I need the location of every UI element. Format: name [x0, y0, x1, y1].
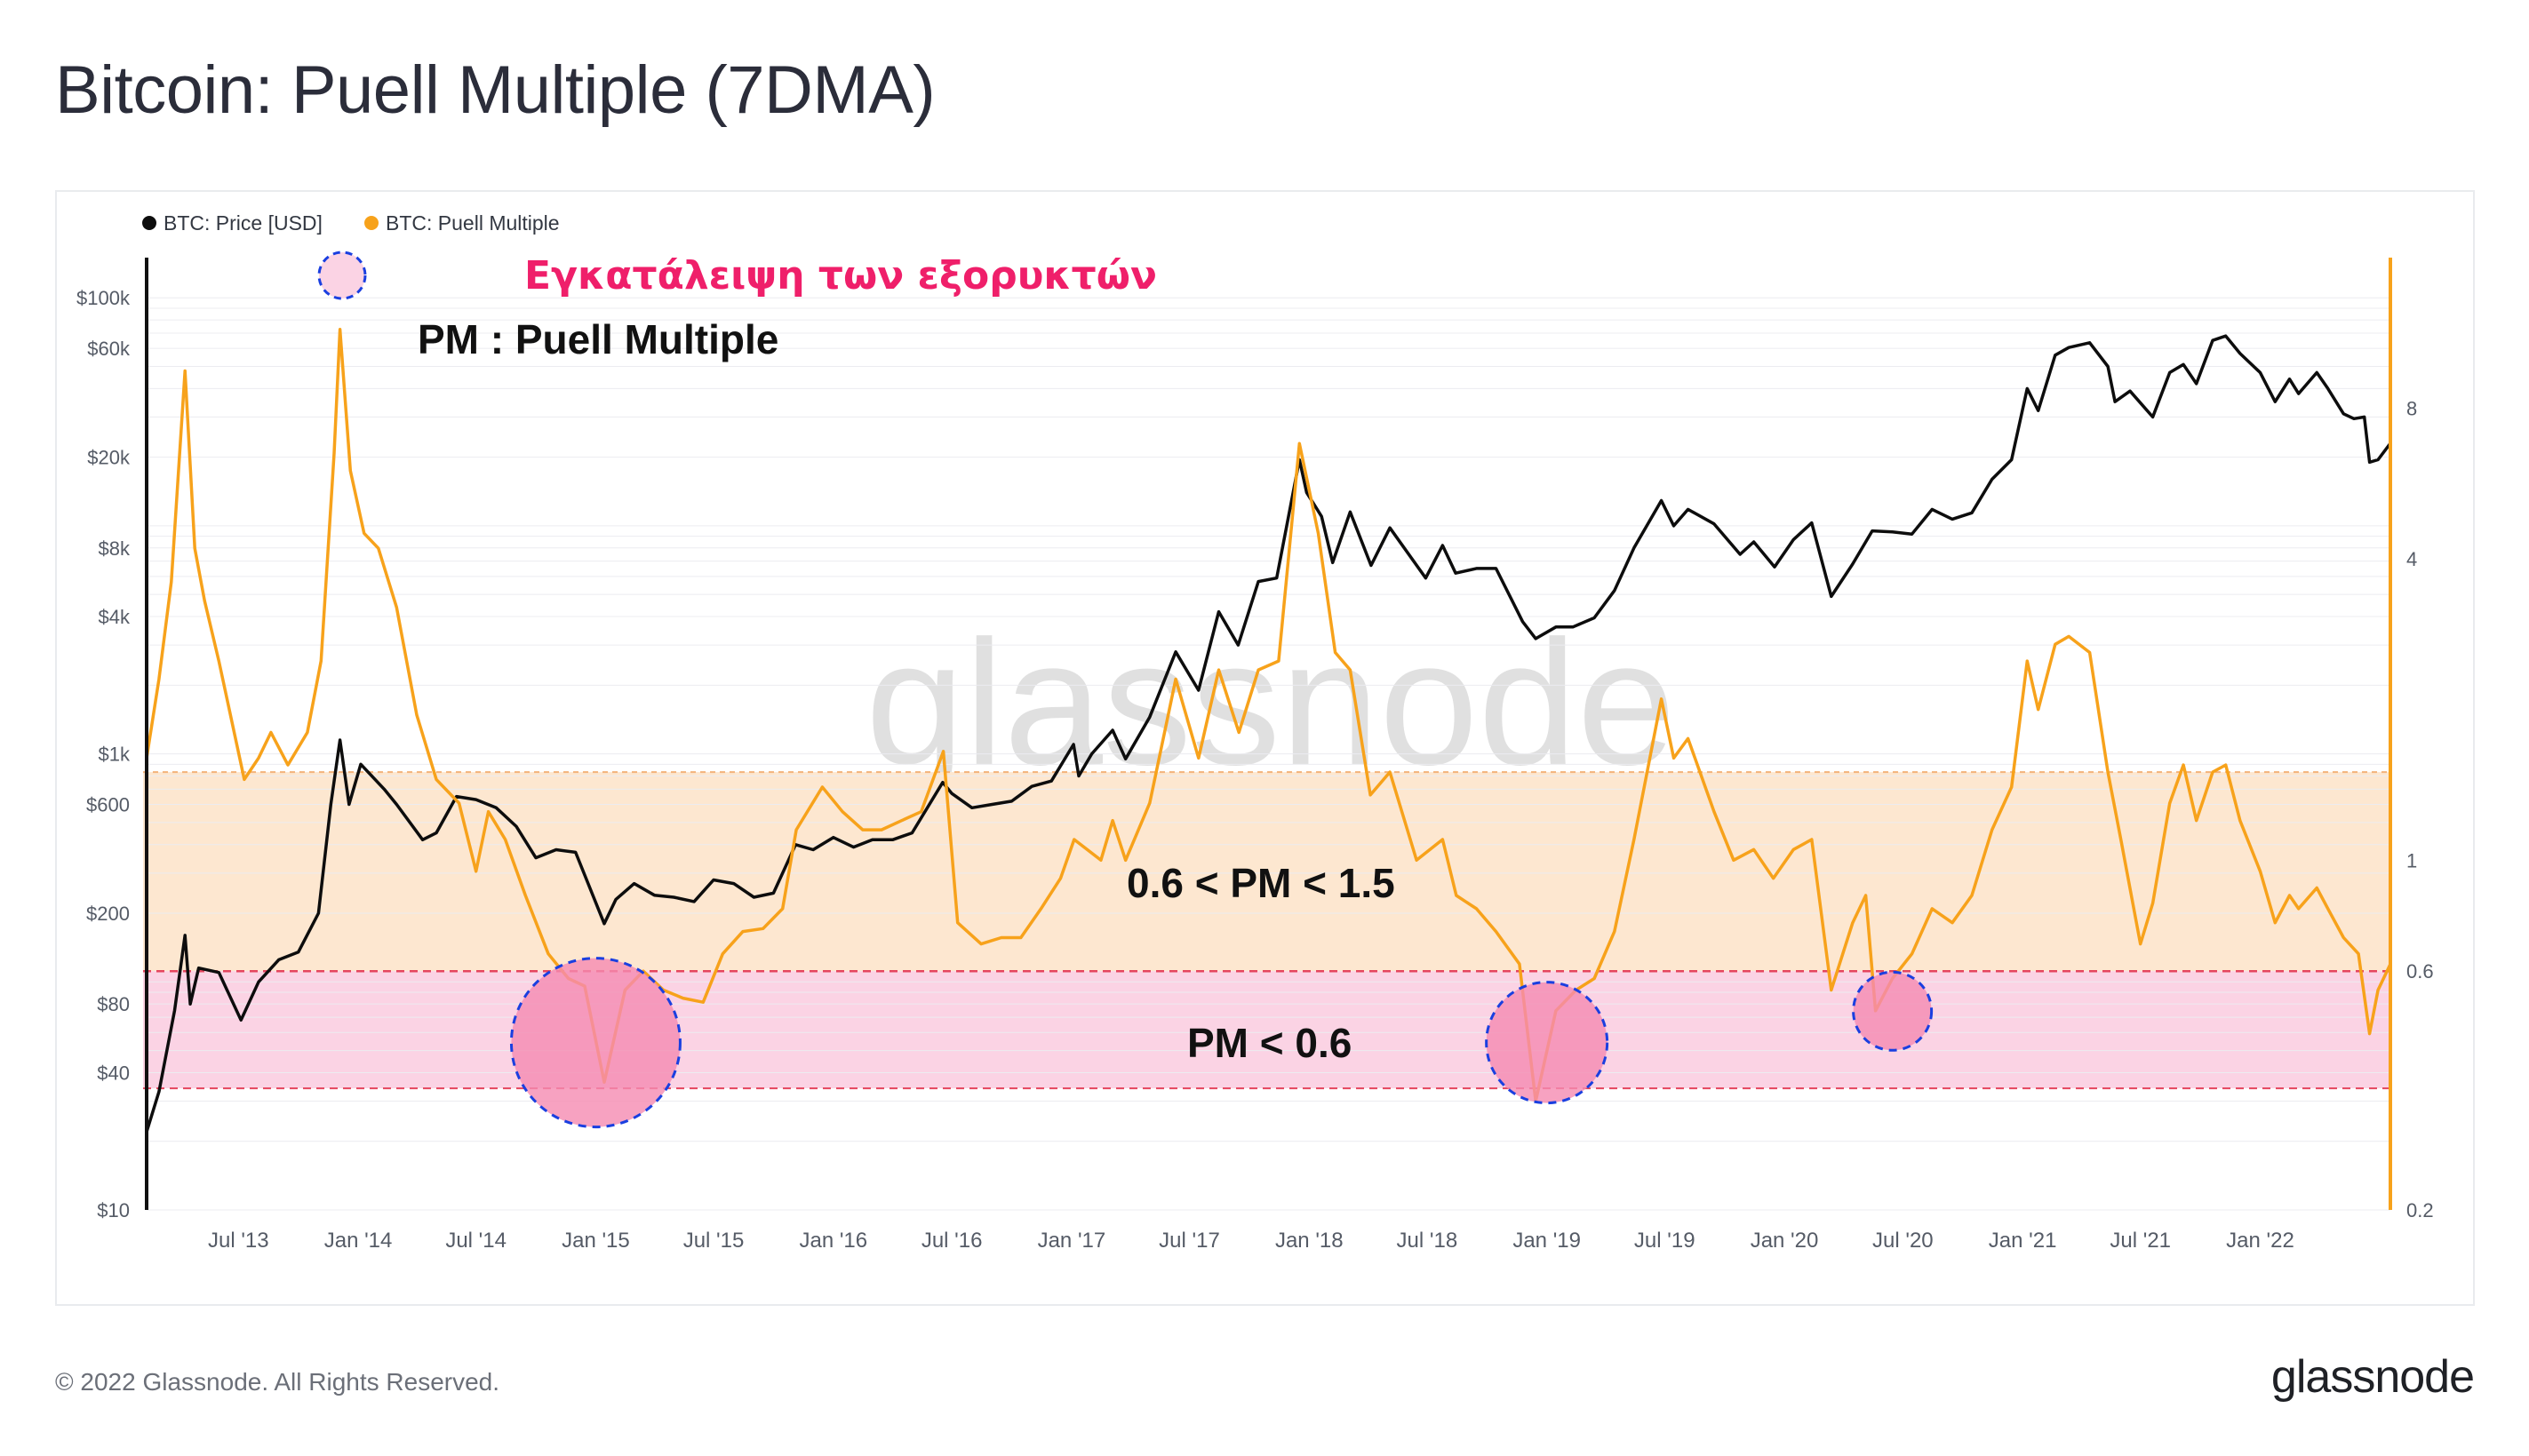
footer-copyright: © 2022 Glassnode. All Rights Reserved.: [55, 1368, 500, 1396]
y-right-tick-label: 0.6: [2406, 960, 2434, 983]
legend-price-dot: [142, 216, 156, 230]
x-tick-label: Jan '14: [324, 1229, 393, 1253]
y-right-tick-label: 0.2: [2406, 1199, 2434, 1221]
x-tick-label: Jul '20: [1872, 1229, 1934, 1253]
legend-marker-text: Εγκατάλειψη των εξορυκτών: [524, 253, 1157, 298]
pm-definition: PM : Puell Multiple: [418, 316, 778, 362]
legend-puell-dot: [364, 216, 379, 230]
y-left-tick-label: $40: [97, 1062, 130, 1084]
highlight-circle: [509, 957, 682, 1129]
x-tick-label: Jul '17: [1159, 1229, 1220, 1253]
footer-logo: glassnode: [2270, 1351, 2475, 1403]
y-left-tick-label: $60k: [87, 338, 131, 360]
x-tick-label: Jul '21: [2110, 1229, 2171, 1253]
y-left-tick-label: $200: [86, 903, 130, 925]
y-left-tick-label: $100k: [76, 287, 131, 309]
legend-marker-icon: [317, 251, 367, 300]
x-tick-label: Jul '18: [1397, 1229, 1458, 1253]
y-right-tick-label: 1: [2406, 849, 2417, 871]
y-right-tick-label: 4: [2406, 548, 2417, 570]
x-tick-label: Jan '18: [1275, 1229, 1344, 1253]
y-left-tick-label: $80: [97, 993, 130, 1015]
x-tick-label: Jul '16: [921, 1229, 983, 1253]
x-tick-label: Jul '15: [683, 1229, 745, 1253]
series-layer: [145, 328, 2392, 1133]
page-title: Bitcoin: Puell Multiple (7DMA): [55, 52, 936, 128]
legend: BTC: Price [USD] BTC: Puell Multiple: [142, 211, 560, 235]
series-line-puell: [145, 328, 2392, 1103]
highlight-circles: [509, 957, 1934, 1129]
mid-band-label: 0.6 < PM < 1.5: [1127, 860, 1395, 906]
y-left-tick-label: $20k: [87, 447, 131, 469]
series-line-price: [145, 334, 2392, 1133]
x-tick-label: Jul '14: [445, 1229, 507, 1253]
x-tick-label: Jul '19: [1634, 1229, 1695, 1253]
x-tick-label: Jul '13: [208, 1229, 269, 1253]
y-left-tick-label: $8k: [99, 537, 131, 560]
y-left-tick-label: $1k: [99, 744, 131, 766]
y-left-tick-label: $10: [97, 1199, 130, 1221]
x-tick-label: Jan '15: [562, 1229, 630, 1253]
axes-layer: $10 $40 $80 $200 $600 $1k $4k $8k $20k $60k $100k 0…: [76, 258, 2434, 1253]
low-band-label: PM < 0.6: [1187, 1020, 1352, 1066]
highlight-circle: [1485, 981, 1609, 1105]
legend-label: BTC: Price [USD]: [164, 211, 323, 235]
x-tick-label: Jan '16: [799, 1229, 867, 1253]
y-right-tick-label: 8: [2406, 398, 2417, 420]
x-tick-label: Jan '22: [2226, 1229, 2294, 1253]
x-tick-label: Jan '19: [1512, 1229, 1581, 1253]
x-tick-label: Jan '21: [1989, 1229, 2057, 1253]
legend-label: BTC: Puell Multiple: [386, 211, 560, 235]
highlight-circle: [1852, 970, 1934, 1052]
y-left-tick-label: $600: [86, 794, 130, 816]
chart-frame: [55, 190, 2475, 1306]
x-tick-label: Jan '17: [1038, 1229, 1106, 1253]
y-left-tick-label: $4k: [99, 606, 131, 628]
x-tick-label: Jan '20: [1751, 1229, 1819, 1253]
